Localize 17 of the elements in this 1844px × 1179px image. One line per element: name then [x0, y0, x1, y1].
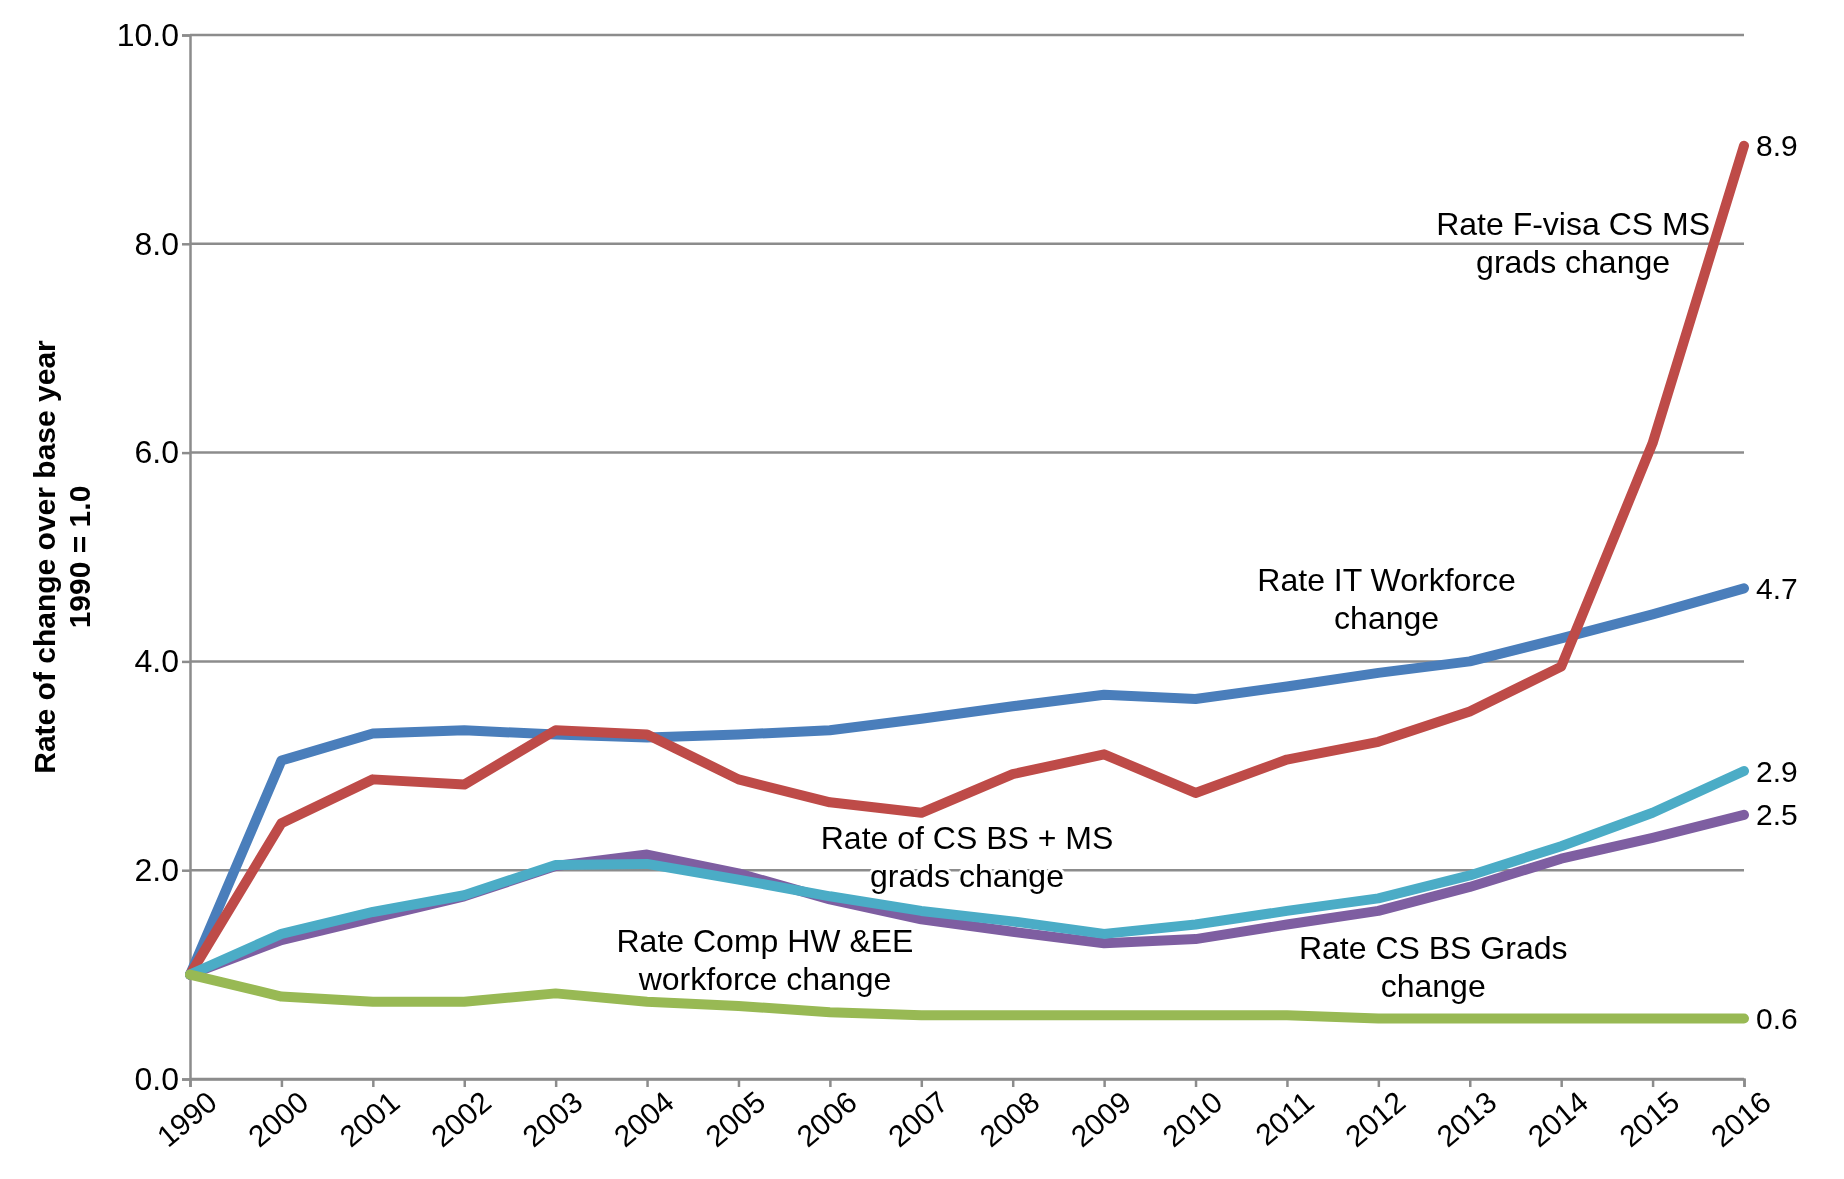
data-label: 2.5 [1756, 798, 1798, 832]
y-tick-label: 6.0 [134, 434, 179, 471]
data-label: 2.9 [1756, 754, 1798, 788]
y-tick-label: 10.0 [116, 16, 179, 53]
y-tick-label: 4.0 [134, 643, 179, 680]
series-label: Rate of CS BS + MS grads change [820, 820, 1114, 895]
series-label: Rate IT Workforce change [1257, 562, 1516, 637]
y-tick-label: 2.0 [134, 851, 179, 888]
series-label: Rate Comp HW &EE workforce change [616, 923, 914, 998]
data-label: 0.6 [1756, 1001, 1798, 1035]
y-tick-label: 0.0 [134, 1060, 179, 1097]
y-axis-title: Rate of change over base year 1990 = 1.0 [28, 339, 96, 774]
data-label: 4.7 [1756, 571, 1798, 605]
data-label: 8.9 [1756, 129, 1798, 163]
series-label: Rate CS BS Grads change [1298, 930, 1568, 1005]
y-tick-label: 8.0 [134, 225, 179, 262]
series-label: Rate F-visa CS MS grads change [1436, 206, 1710, 281]
